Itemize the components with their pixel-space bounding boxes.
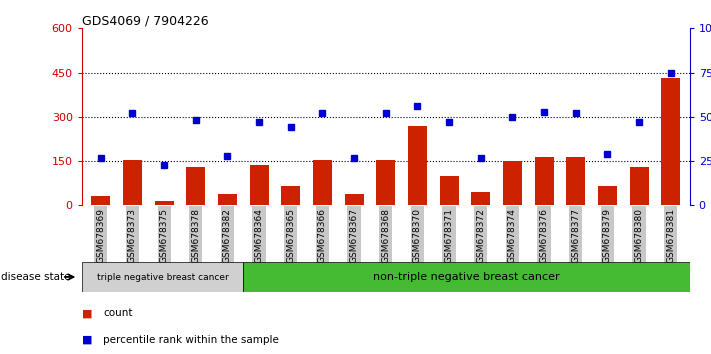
Bar (186, 167, 205, 205)
Bar (408, 126, 427, 205)
Text: count: count (103, 308, 132, 318)
Bar (154, 201, 173, 205)
Bar (598, 186, 617, 205)
Bar (629, 167, 648, 205)
Bar (123, 160, 142, 205)
Text: ■: ■ (82, 335, 92, 345)
Bar (218, 194, 237, 205)
Text: GDS4069 / 7904226: GDS4069 / 7904226 (82, 14, 208, 27)
Bar (566, 156, 585, 205)
Bar (82, 262, 243, 292)
Text: percentile rank within the sample: percentile rank within the sample (103, 335, 279, 345)
Bar (91, 196, 110, 205)
Bar (439, 176, 459, 205)
Bar (376, 160, 395, 205)
Text: disease state: disease state (1, 272, 70, 282)
Bar (471, 192, 490, 205)
Bar (535, 156, 554, 205)
Bar (282, 186, 300, 205)
Bar (503, 161, 522, 205)
Text: ■: ■ (82, 308, 92, 318)
Bar (250, 166, 269, 205)
Bar (345, 194, 363, 205)
Bar (243, 262, 690, 292)
Text: non-triple negative breast cancer: non-triple negative breast cancer (373, 272, 560, 282)
Bar (313, 160, 332, 205)
Text: triple negative breast cancer: triple negative breast cancer (97, 273, 228, 281)
Bar (661, 79, 680, 205)
